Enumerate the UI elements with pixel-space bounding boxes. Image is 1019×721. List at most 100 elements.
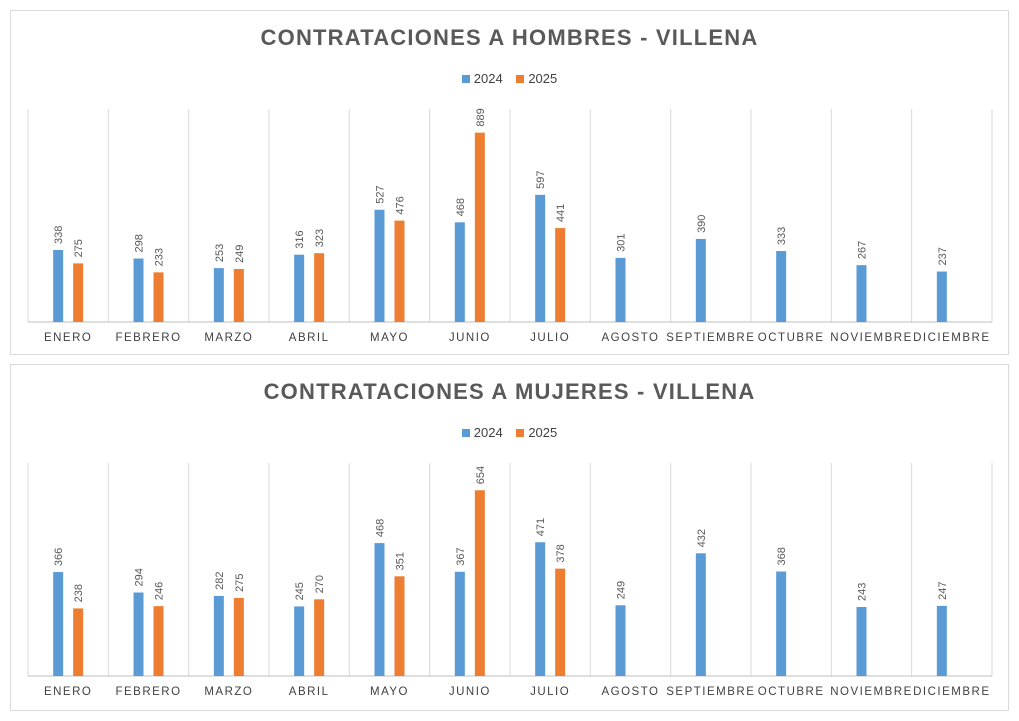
data-label-2024-noviembre: 243 [857,583,869,601]
x-tick-label: JUNIO [449,686,491,698]
data-label-2024-marzo: 282 [214,572,226,590]
data-label-2024-enero: 366 [53,548,65,566]
data-label-2024-mayo: 468 [375,519,387,537]
data-label-2025-febrero: 246 [154,582,166,600]
data-label-2024-diciembre: 237 [937,247,949,265]
bar-2024-enero [53,250,64,322]
bar-2024-noviembre [856,265,867,322]
bar-2025-mayo [394,220,405,322]
legend: 2024 2025 [11,425,1008,440]
data-label-2025-abril: 323 [314,229,326,247]
bar-2024-noviembre [856,606,867,676]
chart-panel-hombres: CONTRATACIONES A HOMBRES - VILLENA 2024 … [10,10,1009,355]
data-label-2024-febrero: 298 [134,234,146,252]
data-label-2025-marzo: 249 [234,245,246,263]
legend-label-2024: 2024 [473,425,503,440]
bar-2024-enero [53,572,64,676]
legend-item-2025: 2025 [516,425,557,440]
data-label-2024-septiembre: 432 [696,529,708,547]
bar-2024-agosto [615,605,626,676]
bar-2025-marzo [233,597,244,676]
x-tick-label: AGOSTO [602,332,660,344]
data-label-2025-mayo: 351 [395,552,407,570]
data-label-2024-junio: 367 [455,547,467,565]
bar-2025-febrero [153,606,164,676]
x-tick-label: MARZO [204,686,253,698]
legend-item-2024: 2024 [461,425,503,440]
bar-2024-octubre [776,251,787,322]
x-tick-label: MAYO [370,332,409,344]
data-label-2025-abril: 270 [314,575,326,593]
x-tick-label: ENERO [44,332,92,344]
bar-2025-abril [314,253,325,322]
data-label-2024-julio: 471 [535,518,547,536]
data-label-2025-marzo: 275 [234,574,246,592]
legend-item-2025: 2025 [516,71,557,86]
bar-2024-septiembre [695,553,706,676]
x-tick-label: DICIEMBRE [913,686,990,698]
bar-2025-mayo [394,576,405,676]
x-tick-label: DICIEMBRE [913,332,990,344]
data-label-2025-junio: 889 [475,108,487,126]
data-label-2024-enero: 338 [53,226,65,244]
plot-area: ENERO 366 238 FEBRERO 294 246 MARZO 282 275 ABRIL… [27,463,993,698]
x-tick-label: JUNIO [449,332,491,344]
legend: 2024 2025 [11,71,1008,86]
bar-2024-mayo [374,543,385,676]
x-tick-label: JULIO [530,686,570,698]
bar-2024-julio [535,194,546,322]
data-label-2024-marzo: 253 [214,244,226,262]
chart-title: CONTRATACIONES A HOMBRES - VILLENA [260,25,759,50]
data-label-2024-junio: 468 [455,198,467,216]
x-tick-label: JULIO [530,332,570,344]
x-tick-label: SEPTIEMBRE [666,686,755,698]
data-label-2025-febrero: 233 [154,248,166,266]
legend-label-2024: 2024 [473,71,503,86]
data-label-2024-abril: 316 [294,230,306,248]
x-tick-label: AGOSTO [602,686,660,698]
bar-2024-junio [454,571,465,676]
data-label-2024-agosto: 301 [616,234,628,252]
x-tick-label: MAYO [370,686,409,698]
data-label-2024-octubre: 368 [776,547,788,565]
data-label-2025-junio: 654 [475,466,487,484]
bar-2024-octubre [776,571,787,676]
legend-item-2024: 2024 [461,71,503,86]
bar-2024-septiembre [695,238,706,322]
legend-label-2025: 2025 [528,425,558,440]
bar-2024-marzo [213,268,224,322]
data-label-2025-enero: 238 [73,584,85,602]
data-label-2024-julio: 597 [535,170,547,188]
chart-title: CONTRATACIONES A MUJERES - VILLENA [263,379,756,404]
bar-2024-abril [294,254,305,322]
x-tick-label: ENERO [44,686,92,698]
data-label-2025-julio: 441 [555,204,567,222]
bar-2025-enero [73,263,84,322]
data-label-2025-julio: 378 [555,544,567,562]
plot-area: ENERO 338 275 FEBRERO 298 233 MARZO 253 249 ABRIL… [27,108,993,344]
x-tick-label: NOVIEMBRE [830,686,913,698]
legend-swatch-2025 [516,75,525,83]
data-label-2024-noviembre: 267 [857,241,869,259]
data-label-2024-octubre: 333 [776,227,788,245]
data-label-2025-mayo: 476 [395,196,407,214]
bar-2025-julio [555,228,566,322]
bar-2024-febrero [133,258,144,322]
bar-2024-agosto [615,257,626,322]
x-tick-label: ABRIL [289,686,330,698]
data-label-2024-mayo: 527 [375,185,387,203]
bar-2025-abril [314,599,325,676]
chart-panel-mujeres: CONTRATACIONES A MUJERES - VILLENA 2024 … [10,364,1009,711]
x-tick-label: SEPTIEMBRE [666,332,755,344]
bar-2025-febrero [153,272,164,322]
data-label-2024-abril: 245 [294,582,306,600]
data-label-2025-enero: 275 [73,239,85,257]
data-label-2024-febrero: 294 [134,568,146,586]
bar-2025-junio [474,490,485,676]
bar-2025-enero [73,608,84,676]
x-tick-label: ABRIL [289,332,330,344]
legend-swatch-2024 [461,75,470,83]
x-tick-label: MARZO [204,332,253,344]
x-tick-label: OCTUBRE [758,686,825,698]
data-label-2024-agosto: 249 [616,581,628,599]
